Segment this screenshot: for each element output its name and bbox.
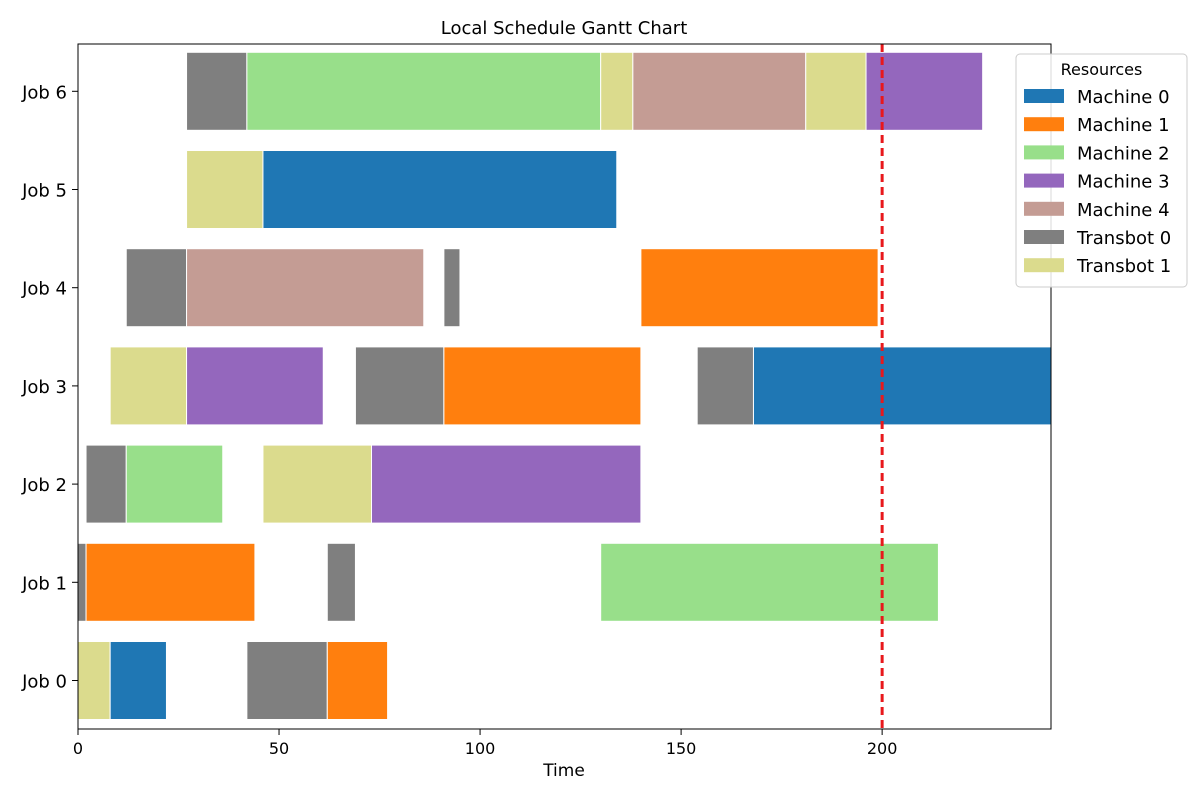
- task-bar-job-4-transbot-0: [125, 248, 188, 328]
- y-tick-label: Job 3: [21, 377, 67, 398]
- y-tick-label: Job 1: [21, 573, 67, 594]
- legend-box: [1015, 53, 1188, 288]
- task-bar-job-0-transbot-0: [246, 641, 328, 720]
- task-bar-job-6-machine-2: [246, 51, 602, 131]
- y-axis: Job 0 Job 1 Job 2 Job 3 Job 4 Job 5 Job 6: [21, 82, 78, 693]
- x-axis-label: Time: [542, 761, 585, 781]
- task-bar-job-4-machine-4: [186, 248, 425, 328]
- legend-title: Resources: [1061, 60, 1143, 79]
- x-tick-label: 200: [867, 739, 898, 758]
- task-bar-job-3-machine-0: [752, 346, 1052, 426]
- task-bar-job-2-machine-3: [371, 444, 642, 524]
- legend-label: Transbot 0: [1076, 228, 1171, 249]
- x-tick-label: 100: [465, 739, 496, 758]
- legend-swatch: [1024, 89, 1064, 103]
- y-tick-label: Job 6: [21, 82, 67, 103]
- x-axis: 0 50 100 150 200: [73, 729, 897, 758]
- legend-swatch: [1024, 145, 1064, 160]
- legend-swatch: [1024, 230, 1064, 244]
- x-tick-label: 0: [73, 739, 83, 758]
- legend-swatch: [1024, 258, 1064, 273]
- legend-swatch: [1024, 117, 1064, 132]
- task-bar-job-1-machine-2: [600, 542, 939, 622]
- task-bar-job-2-machine-2: [125, 444, 224, 524]
- plot-frame: [77, 43, 1052, 730]
- task-bar-job-6-transbot-1: [600, 51, 634, 131]
- legend-label: Machine 2: [1077, 143, 1170, 164]
- task-bar-job-1-transbot-0: [77, 542, 87, 622]
- y-tick-label: Job 4: [21, 279, 67, 300]
- task-bar-job-6-transbot-1: [805, 51, 867, 131]
- task-bar-job-2-transbot-0: [85, 444, 127, 524]
- task-bar-job-6-machine-3: [865, 51, 984, 131]
- legend-label: Machine 4: [1077, 200, 1170, 221]
- task-bar-job-0-machine-0: [109, 641, 167, 720]
- task-bar-job-6-transbot-0: [186, 51, 248, 131]
- y-tick-label: Job 0: [21, 672, 67, 693]
- legend: Resources Machine 0 Machine 1 Machine 2 Mach…: [1015, 53, 1188, 288]
- bars-layer: [77, 51, 1052, 720]
- chart-title: Local Schedule Gantt Chart: [441, 18, 688, 39]
- legend-label: Machine 3: [1077, 172, 1170, 193]
- task-bar-job-1-transbot-0: [326, 542, 356, 622]
- task-bar-job-3-machine-3: [186, 346, 324, 426]
- task-bar-job-4-machine-1: [640, 248, 879, 328]
- task-bar-job-3-transbot-0: [354, 346, 445, 426]
- task-bar-job-6-machine-4: [632, 51, 807, 131]
- task-bar-job-5-machine-0: [262, 150, 618, 229]
- legend-label: Machine 1: [1077, 115, 1170, 136]
- task-bar-job-1-machine-1: [85, 542, 256, 622]
- task-bar-job-2-transbot-1: [262, 444, 373, 524]
- x-tick-label: 50: [269, 739, 289, 758]
- task-bar-job-5-transbot-1: [186, 150, 264, 229]
- task-bar-job-4-transbot-0: [443, 248, 461, 328]
- legend-label: Transbot 1: [1076, 256, 1171, 277]
- task-bar-job-3-machine-1: [443, 346, 642, 426]
- legend-swatch: [1024, 173, 1064, 188]
- y-tick-label: Job 5: [21, 181, 67, 202]
- task-bar-job-3-transbot-0: [696, 346, 754, 426]
- y-tick-label: Job 2: [21, 475, 67, 496]
- x-tick-label: 150: [666, 739, 697, 758]
- task-bar-job-0-transbot-1: [77, 641, 111, 720]
- legend-label: Machine 0: [1077, 87, 1170, 108]
- legend-swatch: [1024, 201, 1064, 216]
- task-bar-job-0-machine-1: [326, 641, 389, 720]
- task-bar-job-3-transbot-1: [109, 346, 188, 426]
